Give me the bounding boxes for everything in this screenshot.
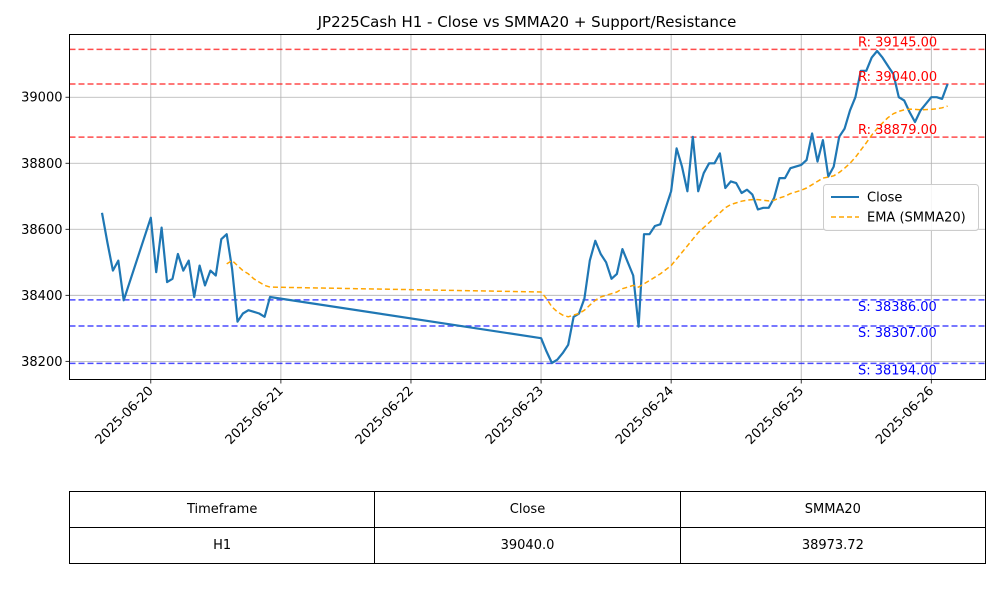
x-tick-label: 2025-06-20: [93, 384, 157, 448]
y-tick-label: 38200: [21, 355, 62, 370]
table-row: H1 39040.0 38973.72: [68, 527, 987, 564]
resistance-label: R: 39145.00: [858, 35, 937, 50]
series-lines: [100, 49, 949, 365]
chart-title: JP225Cash H1 - Close vs SMMA20 + Support…: [317, 13, 737, 31]
table-cell: H1: [68, 527, 376, 564]
y-tick-label: 38800: [21, 157, 62, 172]
x-tick-label: 2025-06-21: [223, 384, 287, 448]
legend-close-label: Close: [867, 191, 902, 206]
resistance-label: R: 39040.00: [858, 70, 937, 85]
y-tick-label: 38400: [21, 289, 62, 304]
close-series-line: [100, 49, 949, 365]
support-label: S: 38307.00: [858, 326, 937, 341]
x-tick-label: 2025-06-23: [483, 384, 547, 448]
legend-box: [823, 184, 979, 231]
y-tick-label: 39000: [21, 91, 62, 106]
table-cell: 39040.0: [374, 527, 681, 564]
support-label: S: 38194.00: [858, 363, 937, 378]
grid-lines: [69, 34, 986, 380]
x-tick-label: 2025-06-26: [873, 384, 937, 448]
support-label: S: 38386.00: [858, 300, 937, 315]
smma20-series-line: [226, 105, 948, 318]
plot-frame: [69, 34, 986, 380]
x-tick-label: 2025-06-22: [353, 384, 417, 448]
legend: Close EMA (SMMA20): [823, 184, 979, 231]
x-tick-label: 2025-06-25: [743, 384, 807, 448]
table-header-cell: Close: [374, 491, 681, 528]
y-axis: 38200 38400 38600 38800 39000: [21, 91, 70, 370]
table-header-cell: Timeframe: [68, 491, 376, 528]
level-labels: R: 39145.00 R: 39040.00 R: 38879.00 S: 3838…: [858, 35, 937, 378]
table-cell: 38973.72: [679, 527, 987, 564]
summary-table: Timeframe Close SMMA20 H1 39040.0 38973.…: [68, 491, 987, 564]
resistance-label: R: 38879.00: [858, 123, 937, 138]
y-tick-label: 38600: [21, 223, 62, 238]
legend-smma-label: EMA (SMMA20): [867, 211, 966, 226]
x-axis: 2025-06-20 2025-06-21 2025-06-22 2025-06-23…: [93, 379, 937, 448]
table-header-cell: SMMA20: [679, 491, 987, 528]
x-tick-label: 2025-06-24: [613, 384, 677, 448]
table-header-row: Timeframe Close SMMA20: [68, 491, 987, 528]
